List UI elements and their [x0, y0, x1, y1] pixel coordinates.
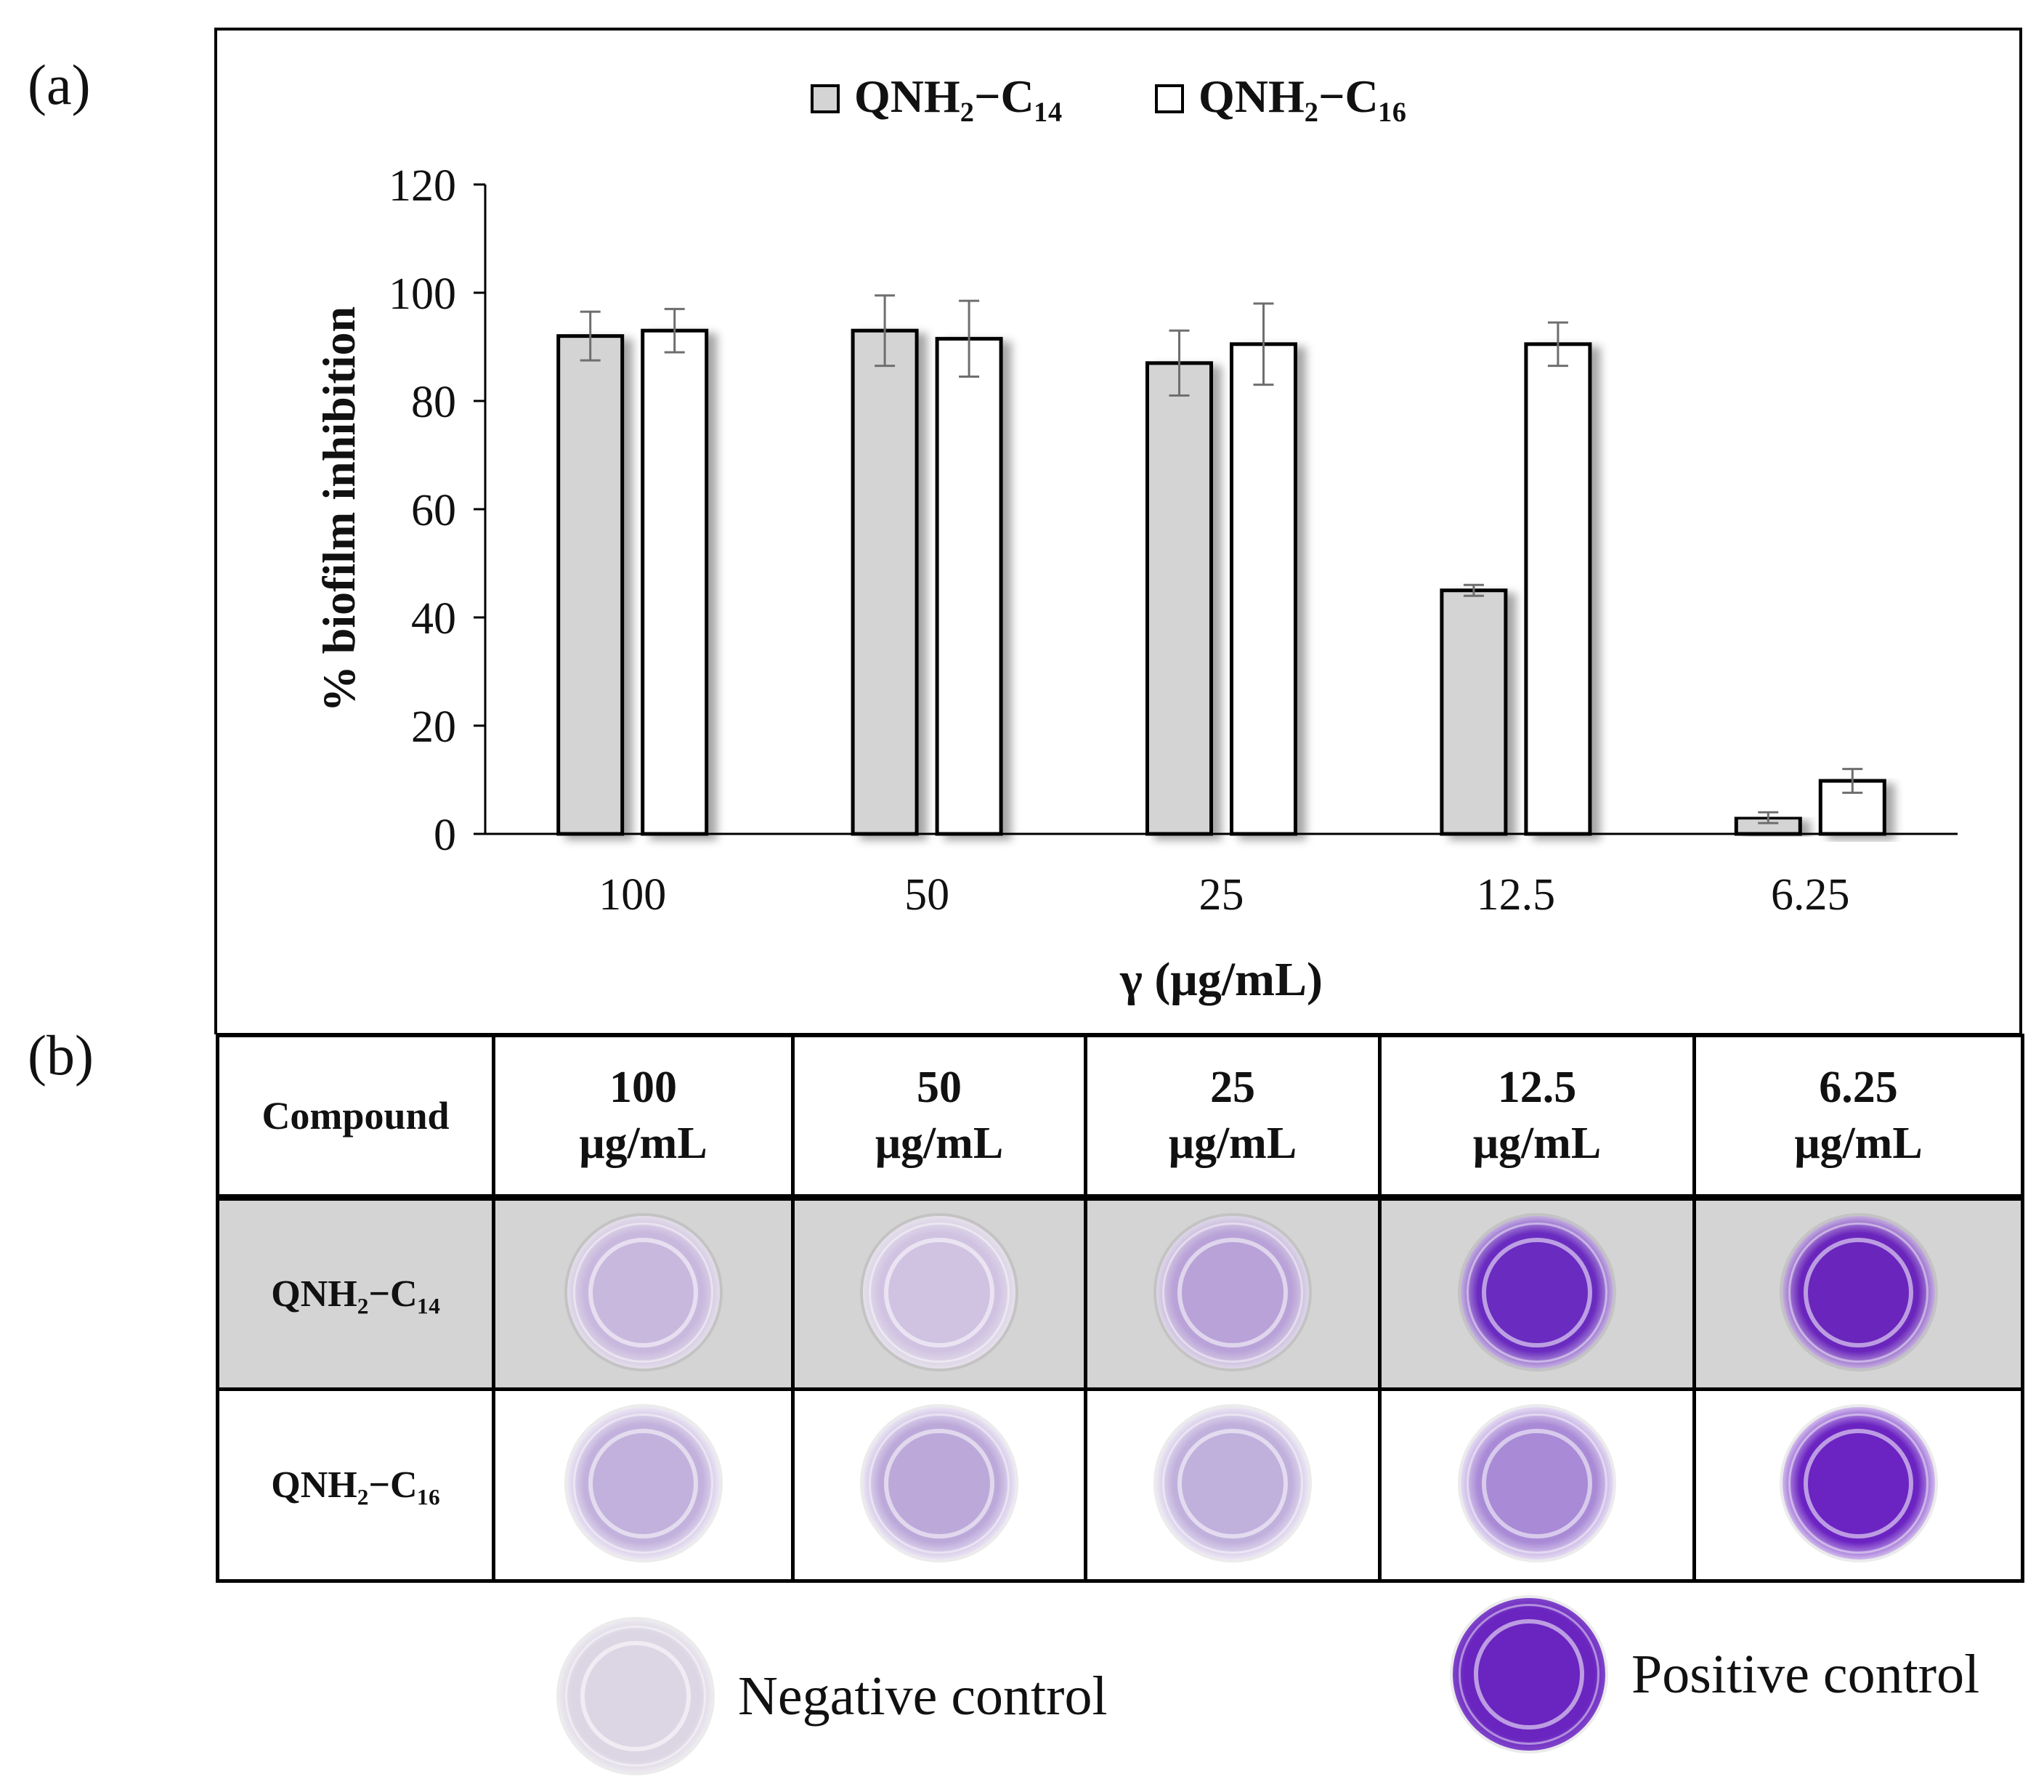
bar	[641, 328, 709, 836]
y-tick-label: 40	[411, 594, 456, 644]
bar	[1230, 342, 1297, 836]
well-image	[567, 1407, 720, 1560]
x-tick-label: 12.5	[1477, 870, 1556, 920]
bar	[851, 328, 919, 836]
positive-control: Positive control	[1453, 1598, 1979, 1751]
bar	[1145, 361, 1213, 836]
x-tick-label: 50	[904, 870, 949, 920]
legend: QNH₂−C₁₄ QNH₂−C₁₆	[811, 70, 1406, 122]
x-axis-label: γ (μg/mL)	[1119, 953, 1323, 1006]
well-image	[863, 1407, 1015, 1560]
well-image	[1782, 1216, 1935, 1369]
x-tick-label: 25	[1199, 870, 1244, 920]
well-image	[1461, 1216, 1613, 1369]
negative-control-label: Negative control	[738, 1665, 1108, 1727]
well-image	[1782, 1407, 1935, 1560]
panel-a-label: (a)	[28, 53, 91, 116]
bar-chart: QNH₂−C₁₄ QNH₂−C₁₆ 0 20 40 60 80 100 120 % biofil…	[214, 28, 2022, 1034]
x-tick-label: 6.25	[1771, 870, 1850, 920]
bar	[556, 334, 625, 836]
well-image	[1156, 1407, 1309, 1560]
header-col: 6.25 μg/mL	[1692, 1033, 2024, 1201]
well-table: Compound 100 μg/mL 50 μg/mL 25 μg/mL 12.5 μg…	[216, 1033, 2024, 1583]
y-tick-label: 80	[411, 378, 456, 427]
well-image	[863, 1216, 1015, 1369]
y-axis-label: % biofilm inhibition	[313, 307, 365, 712]
legend-swatch	[811, 84, 840, 113]
legend-label: QNH₂−C₁₄	[854, 70, 1062, 122]
negative-control: Negative control	[559, 1620, 1108, 1772]
y-tick-label: 0	[434, 811, 456, 860]
well-image	[1156, 1216, 1309, 1369]
header-col: 100 μg/mL	[492, 1033, 795, 1201]
header-compound: Compound	[261, 1094, 450, 1138]
panel-b-label: (b)	[28, 1023, 94, 1087]
negative-control-well	[559, 1620, 712, 1772]
well-image	[1461, 1407, 1613, 1560]
table-row-c14: QNH₂−C₁₄	[216, 1196, 2024, 1392]
row-label-c16: QNH₂−C₁₆	[271, 1464, 440, 1507]
legend-swatch	[1155, 84, 1184, 113]
y-tick-label: 20	[411, 702, 456, 752]
chart-frame	[214, 28, 2022, 1034]
bar	[935, 336, 1003, 836]
bar	[1524, 342, 1592, 836]
header-col: 25 μg/mL	[1084, 1033, 1382, 1201]
y-tick-label: 100	[389, 269, 456, 319]
well-image	[567, 1216, 720, 1369]
y-tick-label: 120	[389, 161, 456, 211]
positive-control-well	[1453, 1598, 1605, 1751]
header-col: 12.5 μg/mL	[1378, 1033, 1696, 1201]
table-row-c16: QNH₂−C₁₆	[216, 1387, 2024, 1583]
positive-control-label: Positive control	[1631, 1643, 1980, 1705]
y-tick-label: 60	[411, 486, 456, 535]
bar	[1440, 588, 1508, 836]
header-col: 50 μg/mL	[791, 1033, 1087, 1201]
x-tick-label: 100	[599, 870, 666, 920]
table-header-row: Compound 100 μg/mL 50 μg/mL 25 μg/mL 12.5 μg…	[216, 1033, 2024, 1201]
legend-label: QNH₂−C₁₆	[1199, 70, 1406, 122]
row-label-c14: QNH₂−C₁₄	[271, 1273, 440, 1315]
